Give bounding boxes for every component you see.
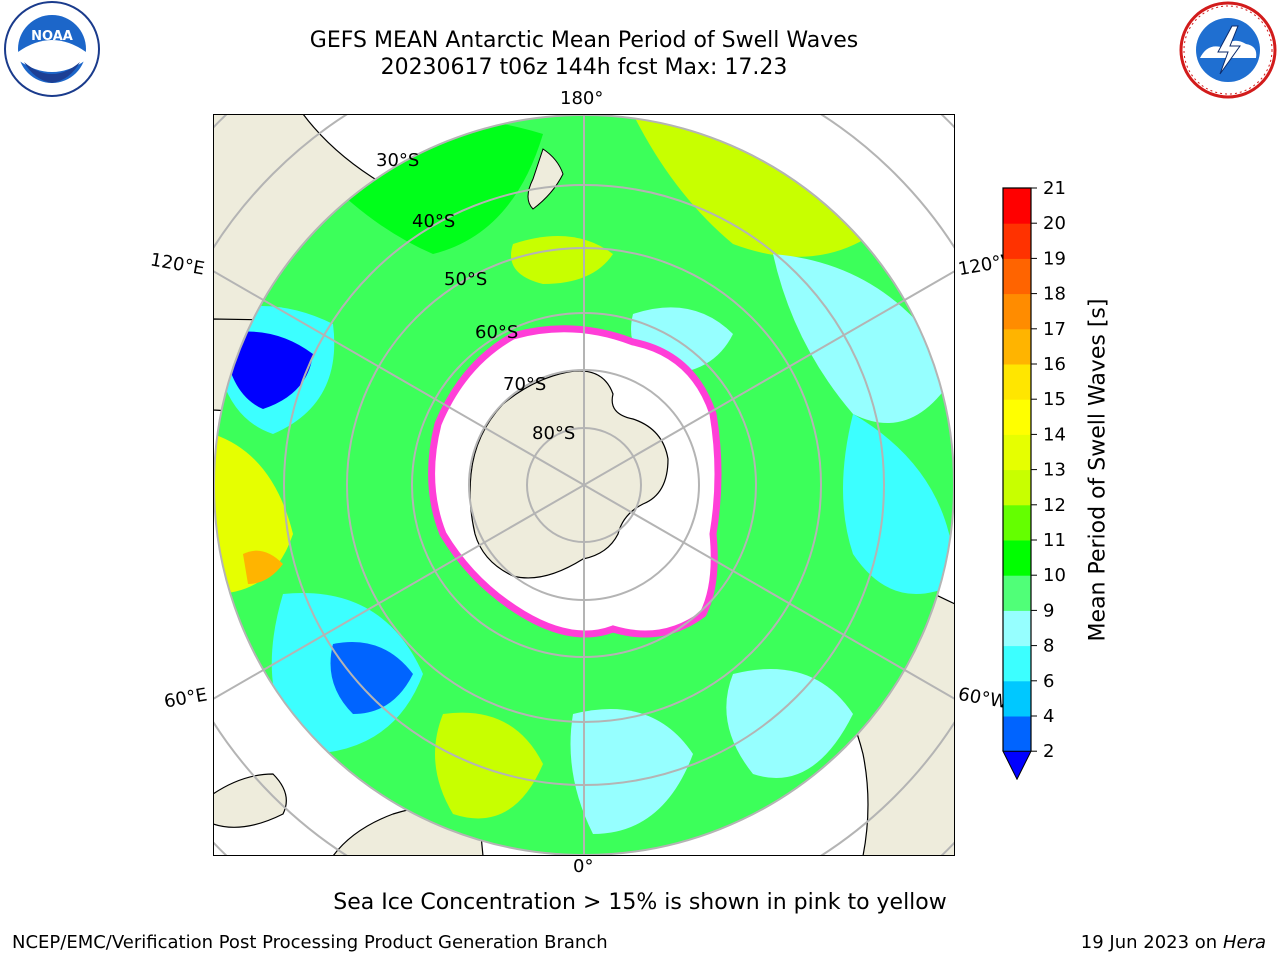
colorbar-segment (1003, 716, 1031, 752)
lat-label-70s: 70°S (503, 374, 547, 395)
colorbar-tick-label: 18 (1043, 284, 1066, 305)
colorbar-tick-label: 9 (1043, 600, 1054, 621)
footer-credit: NCEP/EMC/Verification Post Processing Pr… (12, 932, 608, 953)
colorbar-tick-label: 16 (1043, 354, 1066, 375)
colorbar-segment (1003, 610, 1031, 647)
colorbar-segment (1003, 223, 1031, 259)
colorbar-tick-label: 19 (1043, 248, 1066, 269)
lon-label-180: 180° (560, 88, 604, 109)
colorbar-label: Mean Period of Swell Waves [s] (1085, 298, 1111, 642)
colorbar-tick-label: 11 (1043, 530, 1066, 551)
colorbar-tick-label: 13 (1043, 460, 1066, 481)
colorbar-tick-label: 10 (1043, 565, 1066, 586)
colorbar-tick-label: 12 (1043, 495, 1066, 516)
colorbar-tick-label: 14 (1043, 424, 1066, 445)
colorbar-segment (1003, 188, 1031, 224)
lat-label-50s: 50°S (444, 269, 488, 290)
colorbar-tick-label: 17 (1043, 319, 1066, 340)
colorbar-segment (1003, 434, 1031, 471)
colorbar-segment (1003, 540, 1031, 576)
footer-host: Hera (1222, 932, 1266, 953)
colorbar-segment (1003, 293, 1031, 330)
lat-label-60s: 60°S (475, 322, 519, 343)
colorbar-tick-label: 8 (1043, 636, 1054, 657)
new-zealand (527, 148, 564, 210)
colorbar-segment (1003, 645, 1031, 682)
colorbar-tick-label: 15 (1043, 389, 1066, 410)
colorbar-tick-label: 2 (1043, 741, 1054, 762)
colorbar-tick-label: 21 (1043, 180, 1066, 199)
lon-label-120e: 120°E (148, 249, 207, 280)
colorbar-segment (1003, 258, 1031, 295)
noaa-logo: NOAA (0, 0, 104, 102)
lat-label-30s: 30°S (376, 150, 420, 171)
colorbar-segment (1003, 328, 1031, 365)
colorbar-segment (1003, 680, 1031, 717)
colorbar-tick-label: 6 (1043, 671, 1054, 692)
colorbar-tick-label: 20 (1043, 213, 1066, 234)
noaa-logo-text: NOAA (31, 29, 73, 44)
colorbar-segment (1003, 469, 1031, 506)
colorbar: 2 4 6 8 9 10 11 12 13 14 15 16 17 18 19 20 21 (1002, 180, 1066, 780)
colorbar-extend-arrow (1002, 750, 1032, 780)
colorbar-segment (1003, 364, 1031, 400)
chart-subtitle: 20230617 t06z 144h fcst Max: 17.23 (380, 55, 788, 80)
lon-label-0: 0° (573, 856, 594, 877)
footer-date-text: 19 Jun 2023 on (1080, 932, 1218, 953)
antarctica (469, 370, 669, 579)
polar-map (213, 114, 955, 856)
lon-label-60e: 60°E (162, 684, 209, 713)
nws-logo (1178, 0, 1278, 104)
colorbar-segment (1003, 399, 1031, 435)
colorbar-segment (1003, 504, 1031, 541)
lat-label-40s: 40°S (412, 211, 456, 232)
footer-date: 19 Jun 2023 on Hera (1081, 932, 1266, 953)
colorbar-tick-label: 4 (1043, 706, 1054, 727)
sea-ice-note: Sea Ice Concentration > 15% is shown in … (333, 890, 947, 915)
lat-label-80s: 80°S (532, 423, 576, 444)
chart-title: GEFS MEAN Antarctic Mean Period of Swell… (309, 28, 859, 53)
colorbar-segment (1003, 575, 1031, 611)
